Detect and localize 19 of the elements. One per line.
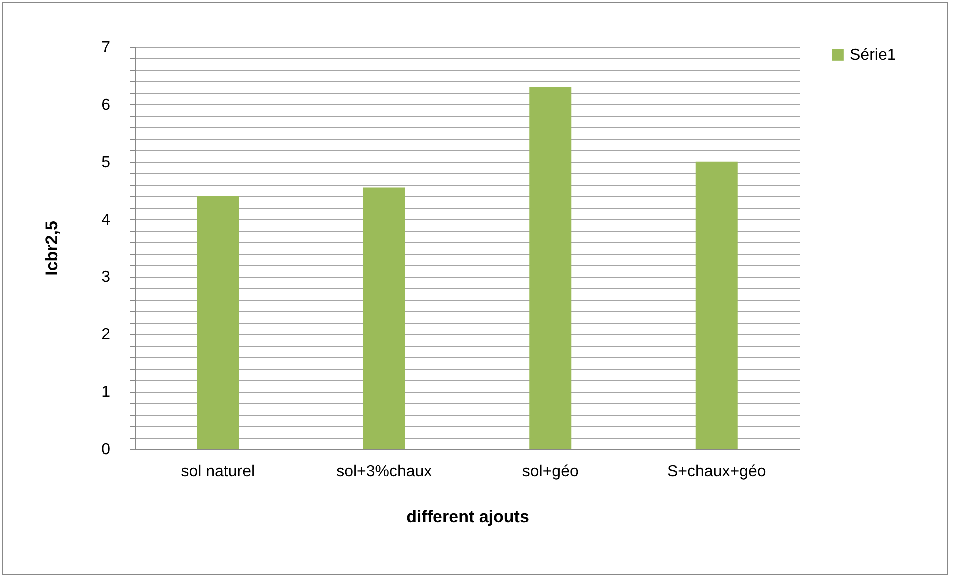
y-tick-label: 7 [102,40,111,56]
y-tick-label: 3 [102,269,111,286]
x-tick-label: sol+géo [522,464,579,480]
bar [363,188,406,449]
legend-label: Série1 [850,47,896,64]
bar [530,87,572,449]
x-tick-label: S+chaux+géo [668,464,766,480]
bar [696,162,738,449]
y-tick-label: 1 [102,384,111,402]
y-axis-title: Icbr2,5 [42,221,62,276]
bar [197,196,240,449]
y-tick-label: 4 [102,212,111,229]
x-tick-label: sol+3%chaux [336,464,432,480]
y-tick-label: 5 [102,154,111,172]
x-axis-title: different ajouts [406,508,530,526]
y-tick-label: 0 [102,442,111,458]
y-tick-label: 2 [102,326,111,344]
x-tick-label: sol naturel [181,464,256,480]
y-tick-label: 6 [102,96,111,114]
